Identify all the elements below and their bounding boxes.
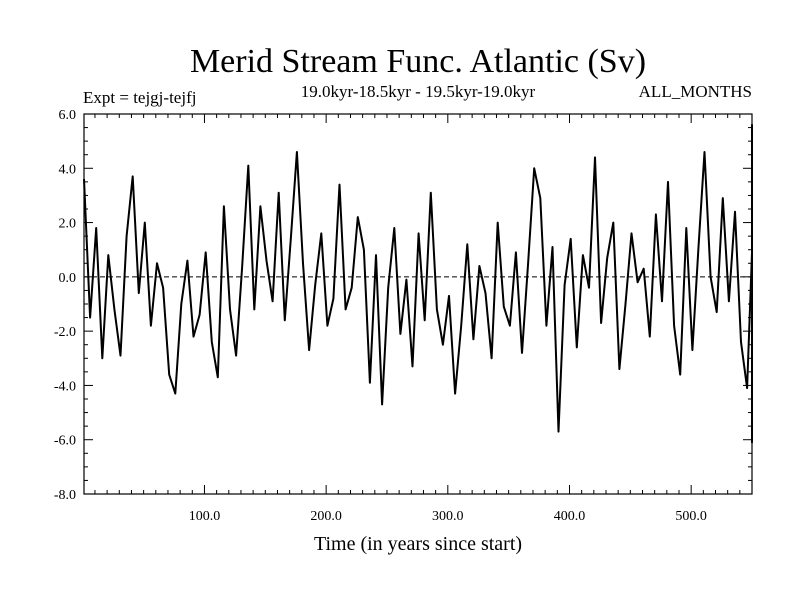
x-axis-tick-labels: 100.0 200.0 300.0 400.0 500.0 — [189, 509, 707, 524]
y-tick-label: 0.0 — [59, 271, 77, 286]
plot-frame — [83, 113, 753, 495]
x-tick-label: 500.0 — [675, 509, 707, 524]
x-tick-label: 300.0 — [432, 509, 464, 524]
x-axis-label: Time (in years since start) — [314, 533, 522, 555]
y-axis-tick-labels: 6.0 4.0 2.0 0.0 -2.0 -4.0 -6.0 -8.0 — [54, 108, 76, 503]
y-tick-label: 2.0 — [59, 217, 77, 232]
y-tick-label: -4.0 — [54, 379, 76, 394]
y-tick-label: -2.0 — [54, 325, 76, 340]
y-tick-label: 6.0 — [59, 108, 77, 123]
months-label: ALL_MONTHS — [639, 82, 752, 101]
y-tick-label: 4.0 — [59, 162, 77, 177]
experiment-label: Expt = tejgj-tejfj — [83, 88, 196, 107]
x-tick-label: 100.0 — [189, 509, 221, 524]
y-tick-label: -6.0 — [54, 434, 76, 449]
data-series-line — [83, 123, 753, 444]
x-tick-label: 400.0 — [554, 509, 586, 524]
x-tick-label: 200.0 — [310, 509, 342, 524]
x-axis-ticks — [94, 114, 753, 494]
chart-title: Merid Stream Func. Atlantic (Sv) — [190, 43, 646, 80]
chart-subtitle: 19.0kyr-18.5kyr - 19.5kyr-19.0kyr — [301, 82, 536, 101]
y-tick-label: -8.0 — [54, 488, 76, 503]
